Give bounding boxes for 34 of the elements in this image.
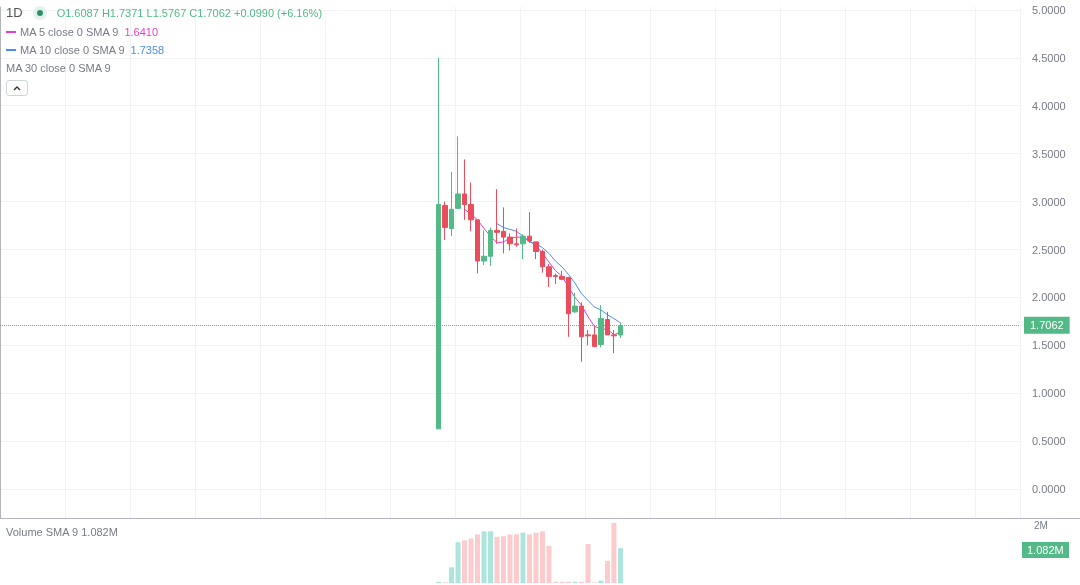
annotation: MA 30 close 0 SMA 9 [6,62,112,74]
line-series [496,223,621,324]
y-tick-label: 3.5000 [1032,147,1066,160]
chart-title: Volume SMA 9 1.082M [6,526,118,538]
legend-label: MA 5 close 0 SMA 9 [20,26,119,38]
bar [520,532,526,583]
chart-title: 1D [6,5,23,20]
text: 2M [1034,520,1048,531]
legend-label: MA 10 close 0 SMA 9 [20,44,125,56]
annotation: 1.7358 [130,44,165,56]
y-tick-label: 1.5000 [1032,339,1066,352]
y-tick-label: 0.5000 [1032,435,1066,448]
candlestick [442,201,448,241]
y-tick-label: 0.0000 [1032,483,1066,496]
candlestick [455,135,461,209]
candlestick [572,292,578,314]
y-tick-label: 3.0000 [1032,195,1066,208]
line-series [464,208,621,336]
y-tick-label: 5.0000 [1032,3,1066,16]
bar [462,540,468,583]
y-tick-label: 1.0000 [1032,387,1066,400]
bar [617,548,623,583]
y-tick-label: 4.5000 [1032,51,1066,64]
y-tick-label: 2.0000 [1032,291,1066,304]
annotation: 1.6410 [124,26,159,38]
candlestick [520,233,526,260]
y-tick-label: 2.5000 [1032,243,1066,256]
bar [449,567,455,583]
y-tick-label: 4.0000 [1032,99,1066,112]
annotation: O1.6087 H1.7371 L1.5767 C1.7062 +0.0990 (+6.16%) [56,6,323,19]
ref-line-label: 1.7062 [1030,319,1064,332]
candlestick [449,171,454,237]
text: 1.082M [1022,542,1069,558]
bar [455,542,461,583]
